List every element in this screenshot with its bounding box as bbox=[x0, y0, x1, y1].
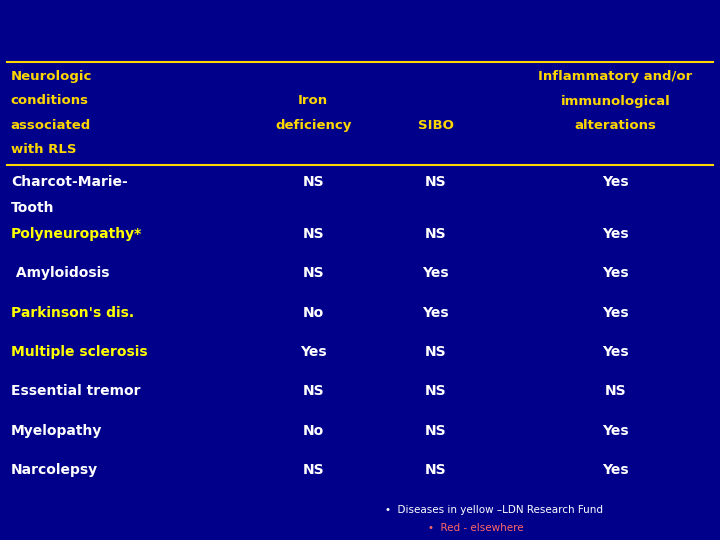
Text: Yes: Yes bbox=[603, 424, 629, 438]
Text: Yes: Yes bbox=[603, 176, 629, 190]
Text: NS: NS bbox=[302, 176, 324, 190]
Text: NS: NS bbox=[425, 463, 446, 477]
Text: •  Red - elsewhere: • Red - elsewhere bbox=[428, 523, 524, 533]
Text: Myelopathy: Myelopathy bbox=[11, 424, 102, 438]
Text: NS: NS bbox=[425, 176, 446, 190]
Text: Neurologic: Neurologic bbox=[11, 70, 92, 83]
Text: NS: NS bbox=[425, 424, 446, 438]
Text: alterations: alterations bbox=[575, 119, 657, 132]
Text: associated: associated bbox=[11, 119, 91, 132]
Text: NS: NS bbox=[425, 227, 446, 241]
Text: NS: NS bbox=[302, 227, 324, 241]
Text: NS: NS bbox=[425, 345, 446, 359]
Text: No: No bbox=[302, 306, 324, 320]
Text: NS: NS bbox=[302, 384, 324, 399]
Text: Amyloidosis: Amyloidosis bbox=[11, 266, 109, 280]
Text: Inflammatory and/or: Inflammatory and/or bbox=[539, 70, 693, 83]
Text: immunological: immunological bbox=[561, 94, 670, 107]
Text: Yes: Yes bbox=[603, 345, 629, 359]
Text: SIBO: SIBO bbox=[418, 119, 454, 132]
Text: Yes: Yes bbox=[603, 306, 629, 320]
Text: Iron: Iron bbox=[298, 94, 328, 107]
Text: Yes: Yes bbox=[300, 345, 326, 359]
Text: Yes: Yes bbox=[603, 227, 629, 241]
Text: deficiency: deficiency bbox=[275, 119, 351, 132]
Text: Essential tremor: Essential tremor bbox=[11, 384, 140, 399]
Text: Yes: Yes bbox=[423, 306, 449, 320]
Text: •  Diseases in yellow –LDN Research Fund: • Diseases in yellow –LDN Research Fund bbox=[385, 505, 603, 515]
Text: Polyneuropathy*: Polyneuropathy* bbox=[11, 227, 142, 241]
Text: NS: NS bbox=[425, 384, 446, 399]
Text: conditions: conditions bbox=[11, 94, 89, 107]
Text: Tooth: Tooth bbox=[11, 201, 54, 215]
Text: No: No bbox=[302, 424, 324, 438]
Text: Multiple sclerosis: Multiple sclerosis bbox=[11, 345, 148, 359]
Text: Yes: Yes bbox=[603, 463, 629, 477]
Text: NS: NS bbox=[302, 463, 324, 477]
Text: NS: NS bbox=[302, 266, 324, 280]
Text: with RLS: with RLS bbox=[11, 143, 76, 156]
Text: Charcot-Marie-: Charcot-Marie- bbox=[11, 176, 127, 190]
Text: Yes: Yes bbox=[603, 266, 629, 280]
Text: NS: NS bbox=[605, 384, 626, 399]
Text: Yes: Yes bbox=[423, 266, 449, 280]
Text: Narcolepsy: Narcolepsy bbox=[11, 463, 98, 477]
Text: Parkinson's dis.: Parkinson's dis. bbox=[11, 306, 134, 320]
